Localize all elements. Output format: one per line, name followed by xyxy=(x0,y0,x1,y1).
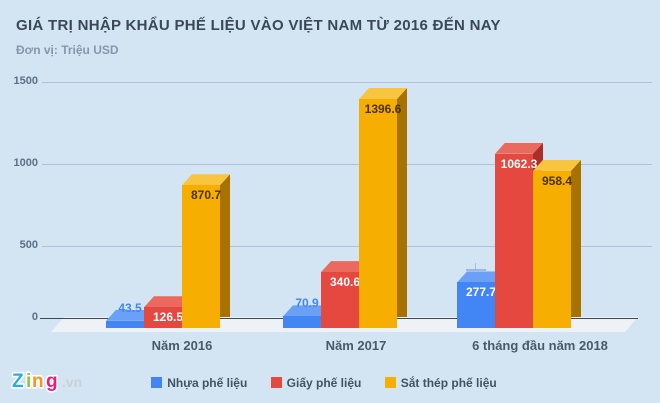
svg-text:Z: Z xyxy=(12,371,24,392)
svg-text:.vn: .vn xyxy=(62,374,82,390)
svg-text:i: i xyxy=(26,371,31,392)
svg-text:n: n xyxy=(32,371,44,392)
svg-text:g: g xyxy=(46,371,58,392)
